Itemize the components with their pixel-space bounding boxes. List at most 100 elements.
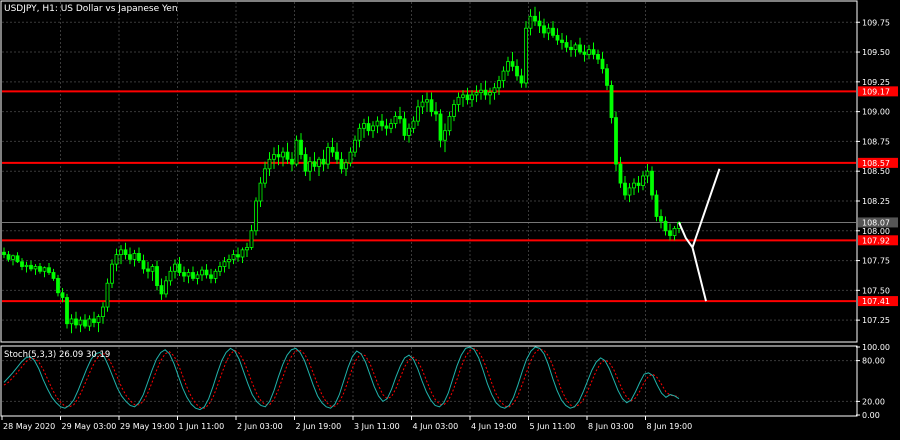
candle-body <box>200 269 204 276</box>
candle-body <box>587 49 591 55</box>
candle-body <box>276 154 281 158</box>
candle-body <box>600 58 605 70</box>
candle-body <box>51 272 56 279</box>
candle-body <box>591 49 596 55</box>
candle-body <box>150 266 155 272</box>
candle-body <box>254 200 258 232</box>
candle-body <box>393 115 398 124</box>
candle-body <box>335 151 339 160</box>
candle-body <box>299 139 303 155</box>
candle-body <box>672 227 677 236</box>
candle-body <box>267 158 272 170</box>
hand-drawn-arrow[interactable] <box>678 168 721 302</box>
candle-body <box>398 115 402 120</box>
grid-lines <box>2 2 856 415</box>
indicator-pane[interactable] <box>0 345 858 417</box>
candle-body <box>78 319 83 326</box>
projection-line[interactable] <box>678 168 721 250</box>
time-tick-label: 8 Jun 03:00 <box>588 422 634 431</box>
candle-body <box>326 146 330 165</box>
candle-body <box>524 27 528 84</box>
price-tick-label: 108.75 <box>862 137 890 146</box>
price-tick-label: 108.50 <box>862 167 890 176</box>
candle-body <box>168 270 173 282</box>
candle-body <box>560 39 564 43</box>
candle-body <box>569 46 573 51</box>
candle-body <box>173 263 177 272</box>
candle-body <box>371 125 375 132</box>
candle-body <box>380 120 384 127</box>
level-price-tag <box>858 86 898 97</box>
candle-body <box>146 268 150 272</box>
candle-body <box>110 263 114 284</box>
candle-body <box>546 27 551 34</box>
candle-body <box>425 99 429 103</box>
candle-body <box>123 249 128 256</box>
candle-body <box>83 319 87 327</box>
candle-body <box>96 316 101 323</box>
candle-body <box>596 54 600 60</box>
candle-body <box>155 266 159 286</box>
candle-body <box>227 258 231 263</box>
candle-body <box>668 230 672 236</box>
time-tick-label: 4 Jun 19:00 <box>471 422 517 431</box>
chart-title: USDJPY, H1: US Dollar vs Japanese Yen <box>4 4 178 14</box>
candle-body <box>344 162 348 170</box>
candle-body <box>245 247 249 251</box>
candle-body <box>461 94 465 98</box>
candle-body <box>263 168 267 184</box>
candle-body <box>582 51 587 55</box>
candle-body <box>434 111 438 115</box>
candle-body <box>578 44 582 53</box>
candle-body <box>416 106 420 122</box>
candle-body <box>87 318 92 327</box>
candle-body <box>551 27 555 36</box>
candle-body <box>636 182 641 186</box>
indicator-title: Stoch(5,3,3) 26.09 30.19 <box>4 350 110 360</box>
level-price-label: 108.57 <box>862 159 890 168</box>
current-price-tag <box>858 217 898 228</box>
stoch-tick-label: 20.00 <box>862 397 885 406</box>
candle-body <box>609 85 614 118</box>
candle-body <box>258 182 263 202</box>
candle-body <box>474 92 479 96</box>
level-price-label: 109.17 <box>862 87 890 96</box>
candle-body <box>488 92 492 96</box>
candle-body <box>465 94 470 101</box>
candle-body <box>506 61 510 72</box>
candle-body <box>353 139 357 153</box>
candle-body <box>317 158 321 167</box>
price-tick-label: 108.00 <box>862 227 890 236</box>
stoch-tick-label: 80.00 <box>862 357 885 366</box>
projection-line[interactable] <box>691 247 707 302</box>
candle-body <box>29 264 33 270</box>
candle-body <box>191 272 195 279</box>
candle-body <box>60 292 65 298</box>
stochastic-series <box>3 346 680 411</box>
candle-body <box>411 120 416 129</box>
candle-body <box>101 306 105 317</box>
candle-body <box>204 269 209 276</box>
price-tick-label: 108.25 <box>862 197 890 206</box>
level-price-label: 107.41 <box>862 297 890 306</box>
candle-body <box>627 187 632 196</box>
candle-body <box>519 75 524 84</box>
price-tick-label: 107.25 <box>862 316 890 325</box>
candle-body <box>492 87 497 93</box>
candle-body <box>186 272 191 277</box>
candle-body <box>137 253 141 261</box>
candle-body <box>470 94 474 101</box>
candle-body <box>339 158 344 170</box>
candle-body <box>249 230 254 248</box>
candle-body <box>402 118 407 136</box>
level-price-tag <box>858 157 898 168</box>
candle-body <box>663 220 668 232</box>
horizontal-levels[interactable]: 108.07 109.17 108.57 107.92 107.41 <box>2 86 898 307</box>
candle-body <box>128 254 132 260</box>
candle-body <box>222 261 227 267</box>
candle-body <box>119 249 123 256</box>
candle-body <box>285 151 290 160</box>
price-tick-label: 107.50 <box>862 286 890 295</box>
